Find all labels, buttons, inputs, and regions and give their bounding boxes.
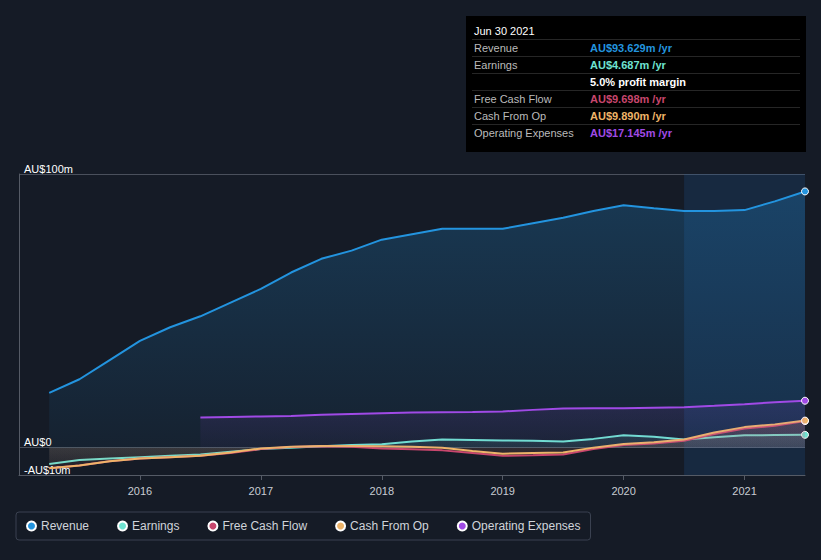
- svg-text:Free Cash Flow: Free Cash Flow: [222, 519, 307, 533]
- svg-text:Earnings: Earnings: [132, 519, 179, 533]
- svg-text:AU$9.890m /yr: AU$9.890m /yr: [590, 110, 667, 122]
- svg-text:-AU$10m: -AU$10m: [24, 463, 71, 476]
- svg-text:AU$0: AU$0: [24, 436, 52, 448]
- svg-text:Cash From Op: Cash From Op: [350, 519, 429, 533]
- svg-text:2016: 2016: [128, 485, 152, 497]
- svg-text:Cash From Op: Cash From Op: [474, 110, 546, 122]
- svg-text:AU$93.629m /yr: AU$93.629m /yr: [590, 42, 673, 54]
- svg-text:AU$17.145m /yr: AU$17.145m /yr: [590, 127, 673, 139]
- svg-text:Revenue: Revenue: [41, 519, 89, 533]
- svg-text:Jun 30 2021: Jun 30 2021: [474, 25, 535, 37]
- svg-text:2018: 2018: [370, 485, 394, 497]
- svg-text:Earnings: Earnings: [474, 59, 518, 71]
- svg-text:Operating Expenses: Operating Expenses: [472, 519, 581, 533]
- svg-text:Revenue: Revenue: [474, 42, 518, 54]
- svg-text:5.0% profit margin: 5.0% profit margin: [590, 76, 686, 88]
- svg-text:2019: 2019: [490, 485, 514, 497]
- svg-text:Free Cash Flow: Free Cash Flow: [474, 93, 552, 105]
- svg-text:Operating Expenses: Operating Expenses: [474, 127, 574, 139]
- svg-text:2020: 2020: [611, 485, 635, 497]
- svg-text:2021: 2021: [732, 485, 756, 497]
- svg-text:2017: 2017: [249, 485, 273, 497]
- svg-text:AU$4.687m /yr: AU$4.687m /yr: [590, 59, 667, 71]
- svg-text:AU$9.698m /yr: AU$9.698m /yr: [590, 93, 667, 105]
- svg-text:AU$100m: AU$100m: [24, 163, 73, 175]
